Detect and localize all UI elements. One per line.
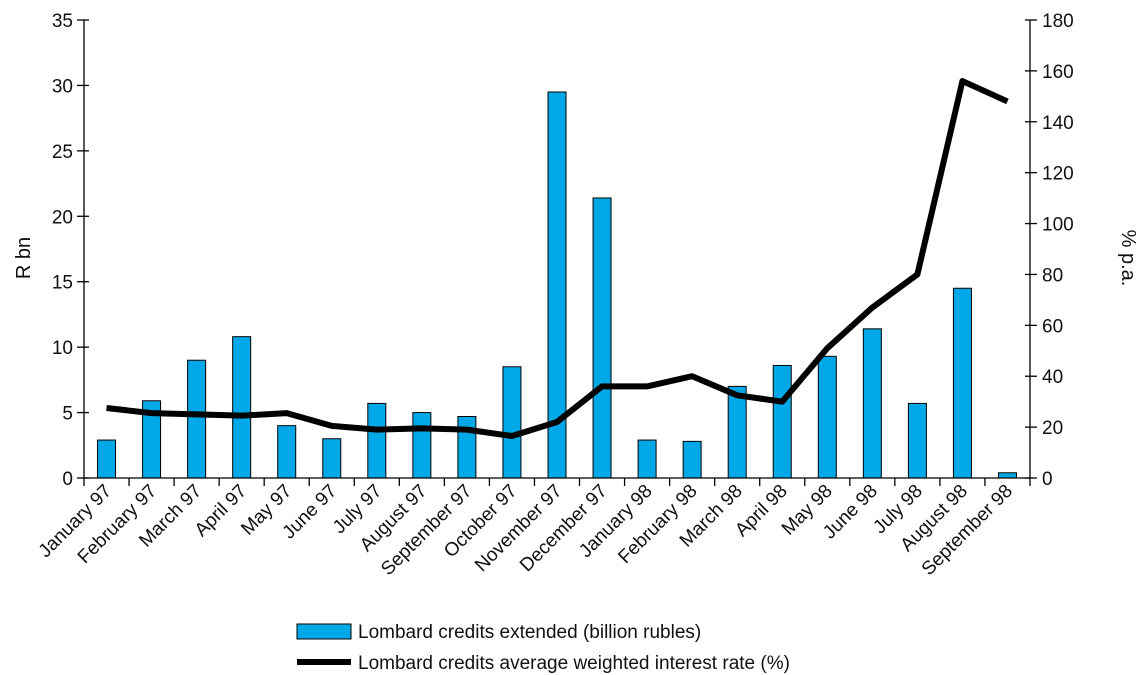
bar (503, 367, 521, 478)
left-tick-label: 35 (52, 11, 73, 32)
right-tick-label: 40 (1042, 367, 1063, 388)
bar (908, 403, 926, 478)
right-tick-label: 120 (1042, 164, 1074, 185)
right-tick-label: 0 (1042, 469, 1053, 490)
legend-line-label: Lombard credits average weighted interes… (358, 653, 790, 674)
bar (98, 440, 116, 478)
legend-line-swatch (297, 659, 351, 665)
right-y-axis: 0 20 40 60 80 100 120 140 160 180 (1025, 11, 1074, 490)
bar (323, 439, 341, 478)
bar (773, 365, 791, 478)
right-tick-label: 60 (1042, 316, 1063, 337)
bar (188, 360, 206, 478)
right-tick-label: 20 (1042, 418, 1063, 439)
left-axis-title: R bn (13, 237, 35, 279)
right-axis-title: % p.a. (1117, 230, 1139, 287)
bar (683, 441, 701, 478)
bar (413, 413, 431, 478)
left-tick-label: 0 (62, 469, 73, 490)
legend-bar-swatch (297, 624, 351, 639)
bar (638, 440, 656, 478)
bar (863, 329, 881, 478)
bar (233, 337, 251, 478)
left-y-axis: 0 5 10 15 20 25 30 35 (52, 11, 89, 490)
legend-bar-label: Lombard credits extended (billion rubles… (358, 622, 701, 643)
left-tick-label: 20 (52, 207, 73, 228)
bar (458, 416, 476, 478)
legend: Lombard credits extended (billion rubles… (297, 622, 790, 674)
right-tick-label: 160 (1042, 62, 1074, 83)
bar (998, 473, 1016, 478)
left-tick-label: 15 (52, 273, 73, 294)
left-tick-label: 10 (52, 338, 73, 359)
bar (278, 426, 296, 478)
right-tick-label: 140 (1042, 113, 1074, 134)
bar (818, 356, 836, 478)
right-tick-label: 100 (1042, 215, 1074, 236)
bar (953, 288, 971, 478)
left-tick-label: 30 (52, 76, 73, 97)
bar (728, 386, 746, 478)
right-tick-label: 180 (1042, 11, 1074, 32)
left-tick-label: 5 (62, 404, 73, 425)
bar (593, 198, 611, 478)
left-tick-label: 25 (52, 142, 73, 163)
right-tick-label: 80 (1042, 265, 1063, 286)
bar (368, 403, 386, 478)
